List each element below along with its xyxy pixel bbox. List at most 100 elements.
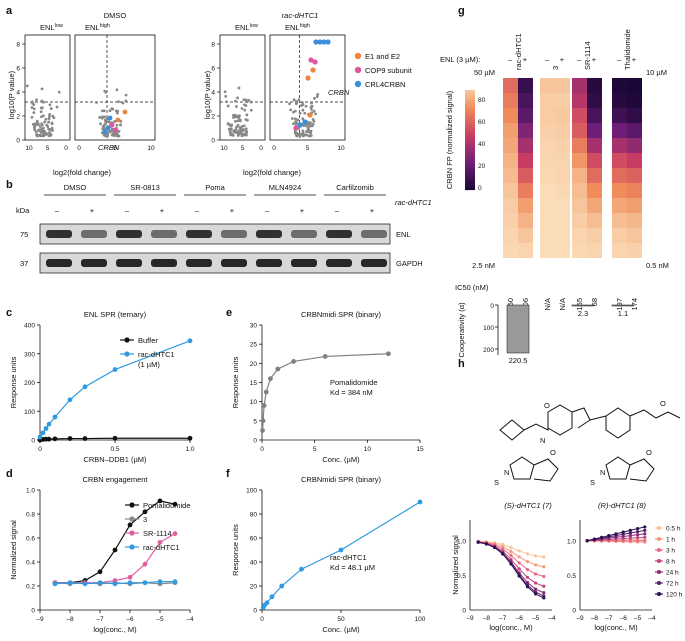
x-tick-label: –5 (156, 616, 164, 623)
a-protein-point (111, 107, 115, 111)
a-protein-point (57, 90, 61, 94)
colorbar-segment (465, 147, 475, 151)
h-data-point (542, 555, 546, 559)
sulfonyl-s: S (590, 478, 595, 487)
a-ytick-label: 6 (211, 66, 215, 73)
b-kda-value: 75 (20, 230, 28, 239)
heatmap-top-label: 50 µM (474, 68, 495, 77)
heatmap-cell (612, 138, 627, 153)
b-sign: – (265, 206, 270, 215)
h-series-line (587, 526, 645, 542)
a-protein-point (310, 107, 313, 111)
heatmap-cell (587, 198, 602, 213)
data-point (40, 430, 46, 436)
a-protein-point (237, 129, 240, 133)
heatmap-cell (503, 108, 518, 123)
a-protein-point (112, 133, 116, 136)
a-enl-low-2: ENLlow (235, 23, 258, 32)
data-point (127, 580, 133, 586)
a-subplot-frame (219, 34, 266, 141)
a-protein-point (229, 123, 232, 127)
s-enantiomer-label: (S)-dHTC1 (7) (504, 501, 552, 510)
a-protein-point (309, 131, 312, 135)
b-sign: – (125, 206, 130, 215)
a-crbn-label-2: CRBN (328, 88, 350, 97)
a-protein-point (101, 115, 104, 119)
a-protein-point (48, 127, 52, 131)
x-tick-label: 0 (260, 616, 264, 623)
legend-label: 3 (143, 515, 147, 524)
heatmap-cell (555, 198, 570, 213)
y-tick-label: 0.4 (26, 560, 35, 567)
a-protein-point (249, 108, 253, 112)
a-enl-labels: ENLlow ENLhigh ENLlow ENLhigh (40, 23, 310, 32)
a-right-title: rac-dHTC1 (282, 11, 319, 20)
a-protein-point (243, 133, 247, 136)
a-xtick-label: 10 (25, 145, 33, 152)
kd-label: Kd = 48.1 µM (330, 563, 375, 572)
a-protein-point (52, 116, 56, 120)
b-band (221, 259, 247, 267)
a-protein-point (301, 108, 305, 112)
a-protein-point (33, 126, 36, 130)
a-protein-point (303, 111, 307, 115)
colorbar-segment (465, 140, 475, 143)
data-point (67, 397, 73, 403)
a-protein-point (236, 133, 240, 137)
plot-f-title: CRBNmidi SPR (binary) (301, 475, 382, 484)
a-protein-point (35, 133, 39, 136)
a-protein-point (114, 109, 118, 113)
b-band (186, 259, 212, 267)
a-highlight-point (310, 67, 316, 73)
a-protein-point (103, 127, 107, 130)
ic50-value: 106 (521, 298, 530, 311)
a-protein-point (290, 117, 294, 120)
a-protein-point (301, 129, 305, 133)
a-protein-point (48, 112, 52, 116)
data-point (37, 434, 43, 440)
y-tick-label: 25 (250, 342, 258, 349)
a-protein-point (32, 111, 36, 115)
a-protein-point (51, 129, 54, 132)
colorbar-segment (465, 115, 475, 118)
a-protein-point (295, 121, 299, 125)
heatmap-cell (627, 228, 642, 243)
heatmap-cell (587, 123, 602, 138)
x-tick-label: –6 (126, 616, 134, 623)
ic50-value: N/A (543, 298, 552, 311)
a-protein-point (237, 86, 241, 90)
heatmap-cell (503, 198, 518, 213)
x-tick-label: 0 (38, 446, 42, 453)
side-chain (629, 409, 681, 419)
heatmap-cell (540, 198, 555, 213)
data-point (386, 351, 391, 357)
heatmap-cell (572, 123, 587, 138)
a-protein-point (40, 87, 44, 91)
a-protein-point (249, 100, 253, 104)
a-ytick-label: 4 (211, 90, 215, 97)
panel-a-volcano-plots: 0 2 4 6 8 0 2 4 6 8 10 5 0 0 5 10 10 5 0 0 5 10 (16, 34, 346, 152)
data-point (299, 566, 304, 572)
a-protein-point (40, 123, 44, 127)
colorbar-segment (465, 122, 475, 126)
heatmap-cell (518, 108, 533, 123)
h-legend-label: 120 h (666, 592, 683, 599)
a-crbn-label-1: CRBN (98, 143, 120, 152)
heatmap-cell (540, 183, 555, 198)
legend-label: Buffer (138, 336, 158, 345)
x-tick-label: 0.5 (110, 446, 119, 453)
a-protein-point (224, 94, 228, 98)
a-protein-point (293, 109, 297, 113)
a-protein-point (238, 114, 241, 118)
h-ytick: 0 (462, 608, 466, 615)
colorbar-segment (465, 132, 475, 136)
data-point (127, 522, 133, 528)
a-legend-label: COP9 subunit (365, 66, 413, 75)
ic50-value: 68 (590, 298, 599, 306)
heatmap-cell (503, 123, 518, 138)
a-protein-point (36, 123, 40, 127)
b-band (81, 259, 107, 267)
a-xtick-label: 5 (46, 145, 50, 152)
heatmap-sign: + (632, 55, 637, 64)
heatmap-cell (555, 228, 570, 243)
